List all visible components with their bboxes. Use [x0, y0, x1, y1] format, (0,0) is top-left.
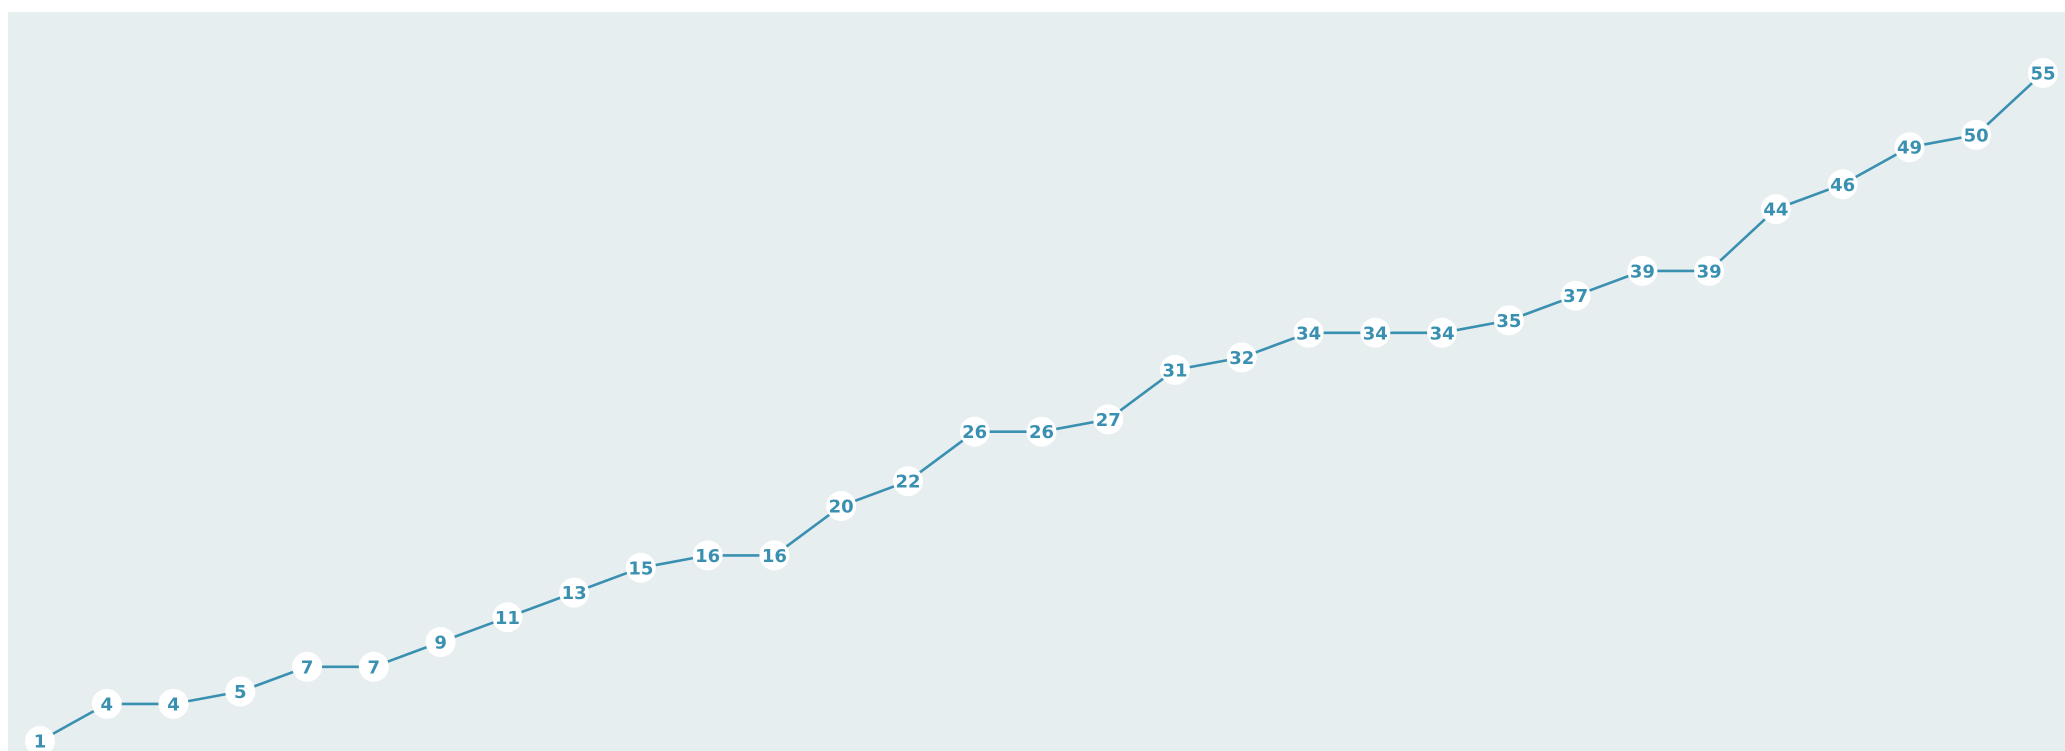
point-marker	[1493, 305, 1524, 336]
point-marker	[25, 726, 55, 751]
data-point: 1	[25, 726, 55, 751]
point-data-label: 4	[101, 694, 114, 715]
point-marker	[1694, 255, 1725, 286]
point-data-label: 11	[495, 608, 520, 629]
point-marker	[1961, 119, 1992, 150]
data-point: 16	[759, 540, 790, 571]
point-data-label: 37	[1563, 286, 1588, 307]
point-data-label: 7	[301, 657, 314, 678]
point-data-label: 26	[1029, 422, 1054, 443]
point-data-label: 39	[1630, 261, 1655, 282]
data-point: 4	[91, 688, 122, 719]
point-data-label: 39	[1697, 261, 1722, 282]
data-point: 39	[1627, 255, 1658, 286]
point-marker	[292, 651, 323, 682]
data-point: 9	[425, 627, 456, 657]
data-point: 34	[1293, 317, 1324, 348]
data-point: 39	[1694, 255, 1725, 286]
data-point: 26	[1026, 416, 1057, 447]
point-data-label: 34	[1363, 323, 1388, 344]
data-point: 5	[225, 676, 256, 707]
data-point: 46	[1827, 169, 1858, 200]
point-data-label: 44	[1763, 200, 1788, 221]
point-marker	[158, 688, 189, 719]
point-data-label: 22	[895, 472, 920, 493]
point-data-label: 46	[1830, 175, 1855, 196]
data-point: 4	[158, 688, 189, 719]
point-data-label: 16	[762, 546, 787, 567]
point-data-label: 26	[962, 422, 987, 443]
point-marker	[492, 602, 523, 633]
data-point: 20	[826, 491, 857, 521]
point-marker	[1026, 416, 1057, 447]
data-point: 44	[1760, 194, 1791, 225]
point-marker	[91, 688, 122, 719]
plot-background	[8, 12, 2065, 751]
data-point: 31	[1160, 354, 1190, 385]
point-data-label: 1	[34, 732, 47, 751]
point-data-label: 16	[695, 546, 720, 567]
data-point: 22	[893, 466, 923, 497]
point-data-label: 5	[234, 682, 247, 703]
point-data-label: 13	[562, 583, 587, 604]
point-marker	[1360, 317, 1391, 348]
data-point: 32	[1226, 342, 1257, 373]
point-marker	[1293, 317, 1324, 348]
point-marker	[358, 651, 389, 682]
point-data-label: 55	[2030, 64, 2055, 85]
data-point: 13	[559, 577, 590, 608]
point-marker	[1160, 354, 1190, 385]
point-marker	[759, 540, 790, 571]
point-data-label: 49	[1897, 138, 1922, 159]
point-marker	[1093, 404, 1124, 435]
point-data-label: 27	[1096, 410, 1121, 431]
data-point: 49	[1894, 132, 1925, 163]
point-data-label: 20	[829, 497, 854, 518]
data-point: 27	[1093, 404, 1124, 435]
point-marker	[893, 466, 923, 497]
point-data-label: 4	[167, 694, 180, 715]
point-marker	[1627, 255, 1658, 286]
point-marker	[1427, 317, 1458, 348]
point-marker	[1827, 169, 1858, 200]
point-marker	[225, 676, 256, 707]
point-data-label: 9	[434, 633, 447, 654]
point-marker	[826, 491, 857, 521]
point-marker	[1760, 194, 1791, 225]
data-point: 7	[358, 651, 389, 682]
point-data-label: 32	[1229, 348, 1254, 369]
data-point: 50	[1961, 119, 1992, 150]
data-point: 34	[1427, 317, 1458, 348]
point-data-label: 31	[1162, 360, 1187, 381]
data-point: 15	[625, 552, 656, 583]
data-point: 37	[1560, 280, 1591, 311]
data-point: 55	[2028, 58, 2058, 88]
data-point: 11	[492, 602, 523, 633]
point-data-label: 15	[628, 558, 653, 579]
point-marker	[2028, 58, 2058, 88]
point-data-label: 34	[1430, 323, 1455, 344]
point-marker	[625, 552, 656, 583]
point-marker	[425, 627, 456, 657]
point-data-label: 35	[1496, 311, 1521, 332]
point-marker	[692, 540, 723, 571]
point-data-label: 7	[368, 657, 381, 678]
point-marker	[1226, 342, 1257, 373]
point-data-label: 34	[1296, 323, 1321, 344]
data-point: 35	[1493, 305, 1524, 336]
data-point: 26	[959, 416, 990, 447]
point-marker	[1560, 280, 1591, 311]
point-data-label: 50	[1964, 125, 1989, 146]
point-marker	[559, 577, 590, 608]
data-point: 7	[292, 651, 323, 682]
data-point: 34	[1360, 317, 1391, 348]
point-marker	[959, 416, 990, 447]
point-marker	[1894, 132, 1925, 163]
data-point: 16	[692, 540, 723, 571]
